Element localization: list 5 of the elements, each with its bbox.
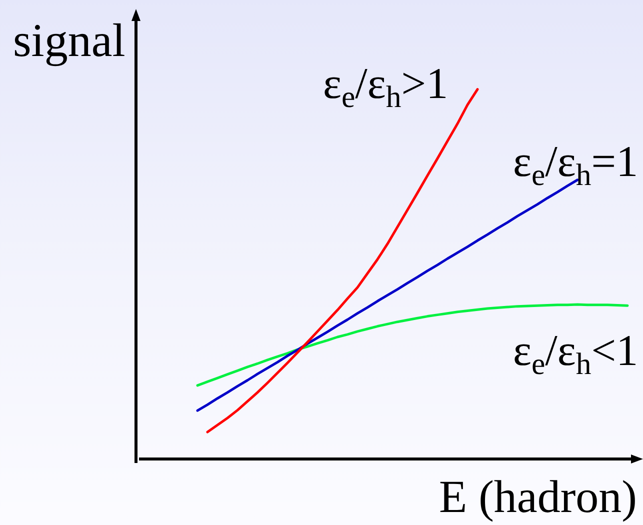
x-axis-title: E (hadron) — [439, 471, 637, 522]
series-label: ε$_{e}$/ε$_{h}$=1 — [513, 137, 638, 192]
series-label: ε$_{e}$/ε$_{h}$>1 — [323, 59, 448, 114]
y-axis-title: signal — [13, 15, 126, 67]
series-label: ε$_{e}$/ε$_{h}$<1 — [513, 326, 638, 382]
